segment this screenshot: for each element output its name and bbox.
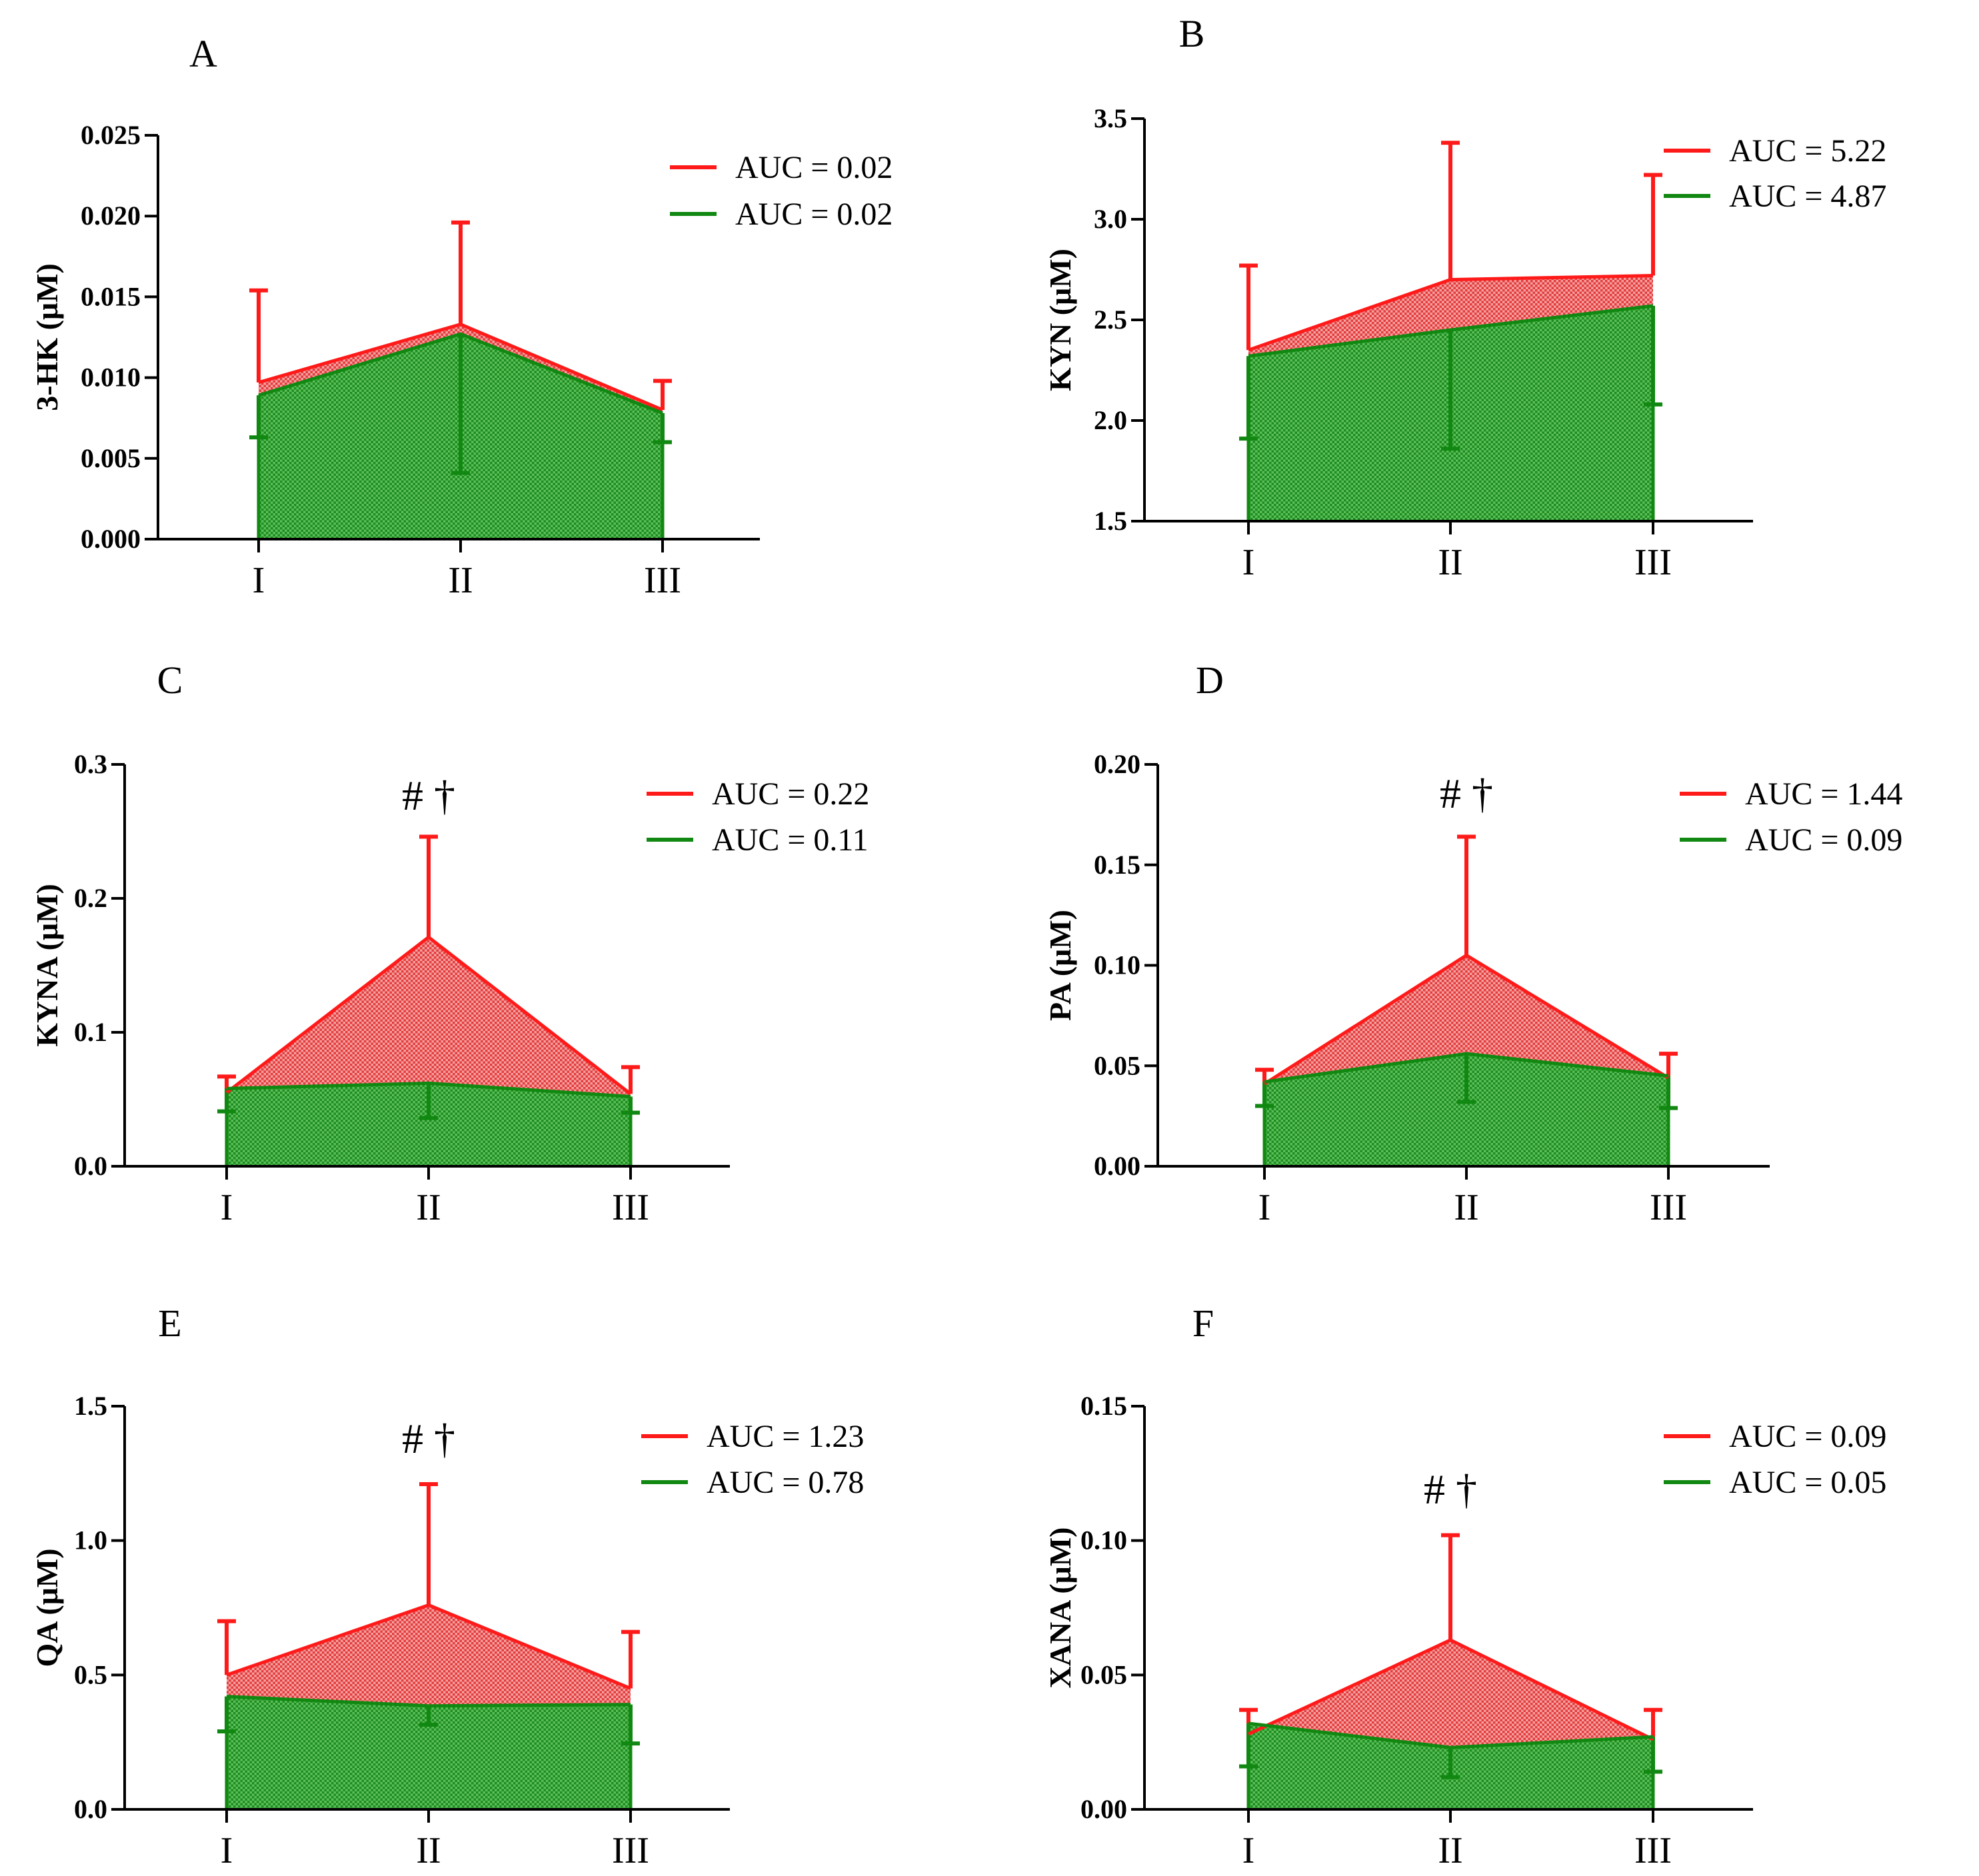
y-tick-label: 3.5 <box>1094 103 1127 133</box>
x-tick-label: III <box>612 1187 649 1228</box>
y-axis-title: QA (μM) <box>30 1548 64 1667</box>
green-line <box>226 1081 631 1098</box>
significance-annotation: # † <box>402 772 455 819</box>
red-line <box>226 1603 631 1690</box>
green-legend-label: AUC = 4.87 <box>1729 179 1886 214</box>
y-axis-title: KYNA (μM) <box>30 884 64 1047</box>
y-axis-title: PA (μM) <box>1043 910 1077 1021</box>
y-tick-label: 0.5 <box>74 1659 107 1689</box>
y-tick-label: 0.00 <box>1094 1151 1140 1181</box>
green-line <box>258 332 663 415</box>
y-tick-label: 0.10 <box>1080 1525 1127 1555</box>
green-legend-label: AUC = 0.11 <box>712 822 869 858</box>
red-line <box>258 322 663 412</box>
y-tick-label: 2.5 <box>1094 305 1127 335</box>
y-axis-title: 3-HK (μM) <box>30 263 64 411</box>
green-line <box>1264 1052 1669 1084</box>
green-line <box>1248 1721 1654 1749</box>
x-tick-label: I <box>1258 1187 1271 1228</box>
x-tick-label: I <box>253 560 265 601</box>
green-area <box>227 1083 631 1166</box>
x-tick-label: III <box>1634 542 1672 583</box>
red-legend-label: AUC = 1.23 <box>707 1419 864 1454</box>
y-tick-label: 1.5 <box>74 1391 107 1421</box>
x-tick-label: III <box>1634 1830 1672 1871</box>
x-tick-label: II <box>416 1187 441 1228</box>
y-tick-label: 0.005 <box>81 443 141 473</box>
y-tick-label: 0.05 <box>1080 1659 1127 1689</box>
y-tick-label: 0.025 <box>81 120 141 150</box>
y-tick-label: 0.2 <box>74 883 107 913</box>
y-tick-label: 0.0 <box>74 1151 107 1181</box>
x-tick-label: III <box>612 1830 649 1871</box>
significance-annotation: # † <box>1424 1465 1477 1513</box>
green-line <box>226 1695 631 1708</box>
panel-letter: A <box>189 32 217 75</box>
red-line <box>1263 953 1670 1086</box>
red-legend-label: AUC = 5.22 <box>1729 133 1886 169</box>
x-tick-label: II <box>1438 542 1462 583</box>
y-tick-label: 0.00 <box>1080 1794 1127 1824</box>
x-tick-label: I <box>221 1187 233 1228</box>
red-line <box>225 935 632 1096</box>
panel-letter: B <box>1179 12 1205 55</box>
red-line <box>1248 274 1654 352</box>
green-legend-label: AUC = 0.02 <box>735 197 893 232</box>
panel-letter: D <box>1196 658 1224 702</box>
y-tick-label: 0.10 <box>1094 950 1140 980</box>
x-tick-label: I <box>1242 1830 1255 1871</box>
panel-letter: C <box>157 658 183 702</box>
panel-letter: F <box>1192 1302 1214 1345</box>
y-axis-title: KYN (μM) <box>1043 249 1077 391</box>
y-tick-label: 0.3 <box>74 749 107 779</box>
x-tick-label: I <box>1242 542 1255 583</box>
red-line <box>1247 1638 1654 1741</box>
x-tick-label: II <box>1438 1830 1462 1871</box>
red-legend-label: AUC = 1.44 <box>1745 776 1902 812</box>
y-tick-label: 0.20 <box>1094 749 1140 779</box>
y-tick-label: 0.015 <box>81 281 141 311</box>
y-axis-title: XANA (μM) <box>1043 1527 1077 1689</box>
y-tick-label: 1.5 <box>1094 506 1127 536</box>
green-area <box>1264 1054 1668 1166</box>
y-tick-label: 0.000 <box>81 524 141 554</box>
green-legend-label: AUC = 0.05 <box>1729 1465 1886 1500</box>
green-legend-label: AUC = 0.09 <box>1745 822 1902 858</box>
y-tick-label: 0.010 <box>81 363 141 393</box>
significance-annotation: # † <box>1440 770 1493 817</box>
significance-annotation: # † <box>402 1415 455 1462</box>
red-legend-label: AUC = 0.02 <box>735 150 893 185</box>
y-tick-label: 0.020 <box>81 201 141 231</box>
y-tick-label: 0.0 <box>74 1794 107 1824</box>
y-tick-label: 0.1 <box>74 1017 107 1047</box>
green-line <box>1248 304 1654 358</box>
y-tick-label: 0.15 <box>1080 1391 1127 1421</box>
red-legend-label: AUC = 0.22 <box>712 776 869 812</box>
y-tick-label: 2.0 <box>1094 405 1127 435</box>
x-tick-label: I <box>221 1830 233 1871</box>
x-tick-label: III <box>644 560 681 601</box>
x-tick-label: II <box>1454 1187 1478 1228</box>
x-tick-label: III <box>1650 1187 1687 1228</box>
x-tick-label: II <box>416 1830 441 1871</box>
y-tick-label: 1.0 <box>74 1525 107 1555</box>
y-tick-label: 0.15 <box>1094 850 1140 880</box>
y-tick-label: 0.05 <box>1094 1050 1140 1080</box>
panel-letter: E <box>158 1302 181 1345</box>
y-tick-label: 3.0 <box>1094 204 1127 234</box>
green-area <box>227 1696 631 1809</box>
red-legend-label: AUC = 0.09 <box>1729 1419 1886 1454</box>
green-legend-label: AUC = 0.78 <box>707 1465 864 1500</box>
x-tick-label: II <box>448 560 473 601</box>
